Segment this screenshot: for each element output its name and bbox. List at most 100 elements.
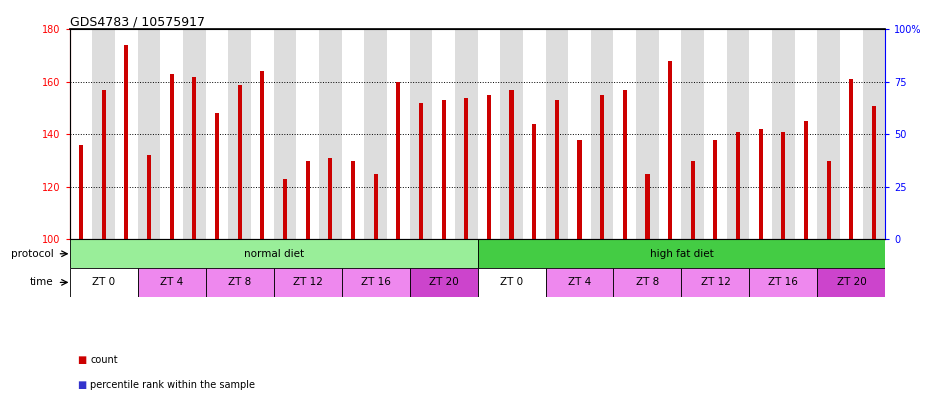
Bar [546,29,568,239]
Text: ■: ■ [77,354,86,365]
Text: ZT 0: ZT 0 [500,277,523,287]
Bar [273,268,341,297]
Text: ZT 8: ZT 8 [228,277,251,287]
Bar [486,95,491,239]
Bar [555,100,559,239]
Text: count: count [90,354,118,365]
Text: ZT 4: ZT 4 [160,277,183,287]
Bar [682,268,750,297]
Bar [125,45,128,239]
Bar [750,268,817,297]
Text: GDS4783 / 10575917: GDS4783 / 10575917 [70,15,205,28]
Bar [70,268,138,297]
Bar [726,29,750,239]
Text: ZT 0: ZT 0 [92,277,115,287]
Bar [713,140,717,239]
Text: ZT 20: ZT 20 [429,277,458,287]
Bar [795,29,817,239]
Text: percentile rank within the sample: percentile rank within the sample [90,380,255,390]
Bar [600,95,604,239]
Text: ZT 12: ZT 12 [293,277,323,287]
Bar [464,98,469,239]
Bar [636,29,658,239]
Bar [532,124,537,239]
Text: normal diet: normal diet [244,249,304,259]
Bar [478,268,546,297]
Bar [251,29,273,239]
Bar [645,174,649,239]
Bar [736,132,740,239]
Bar [804,121,808,239]
Bar [169,74,174,239]
Bar [704,29,726,239]
Bar [160,29,183,239]
Bar [138,29,160,239]
Bar [183,29,206,239]
Bar [827,161,830,239]
Bar [206,268,273,297]
Text: ■: ■ [77,380,86,390]
Bar [523,29,546,239]
Bar [409,268,478,297]
Bar [138,268,206,297]
Bar [546,268,614,297]
Text: protocol: protocol [10,249,53,259]
Bar [328,158,332,239]
Bar [510,90,513,239]
Bar [260,72,264,239]
Bar [623,90,627,239]
Bar [283,179,287,239]
Bar [682,29,704,239]
Bar [781,132,786,239]
Text: high fat diet: high fat diet [649,249,713,259]
Bar [500,29,523,239]
Bar [341,268,409,297]
Bar [668,61,672,239]
Bar [147,156,151,239]
Bar [297,29,319,239]
Bar [759,129,763,239]
Bar [79,145,83,239]
Bar [101,90,106,239]
Bar [658,29,682,239]
Bar [591,29,614,239]
Bar [409,29,432,239]
Bar [351,161,355,239]
Bar [578,140,581,239]
Bar [418,103,423,239]
Bar [568,29,591,239]
Bar [614,29,636,239]
Bar [92,29,115,239]
Bar [70,239,478,268]
Text: ZT 12: ZT 12 [700,277,730,287]
Bar [478,29,500,239]
Bar [840,29,863,239]
Bar [691,161,695,239]
Bar [817,29,840,239]
Bar [872,106,876,239]
Bar [374,174,378,239]
Bar [341,29,365,239]
Bar [455,29,478,239]
Bar [772,29,795,239]
Bar [70,29,92,239]
Text: ZT 4: ZT 4 [568,277,591,287]
Bar [817,268,885,297]
Text: ZT 8: ZT 8 [636,277,659,287]
Bar [306,161,310,239]
Bar [432,29,455,239]
Bar [396,82,400,239]
Bar [229,29,251,239]
Bar [193,77,196,239]
Bar [614,268,682,297]
Bar [273,29,297,239]
Bar [863,29,885,239]
Text: time: time [30,277,53,287]
Bar [442,100,445,239]
Text: ZT 16: ZT 16 [361,277,391,287]
Bar [115,29,138,239]
Bar [387,29,409,239]
Bar [206,29,229,239]
Bar [849,79,854,239]
Bar [238,84,242,239]
